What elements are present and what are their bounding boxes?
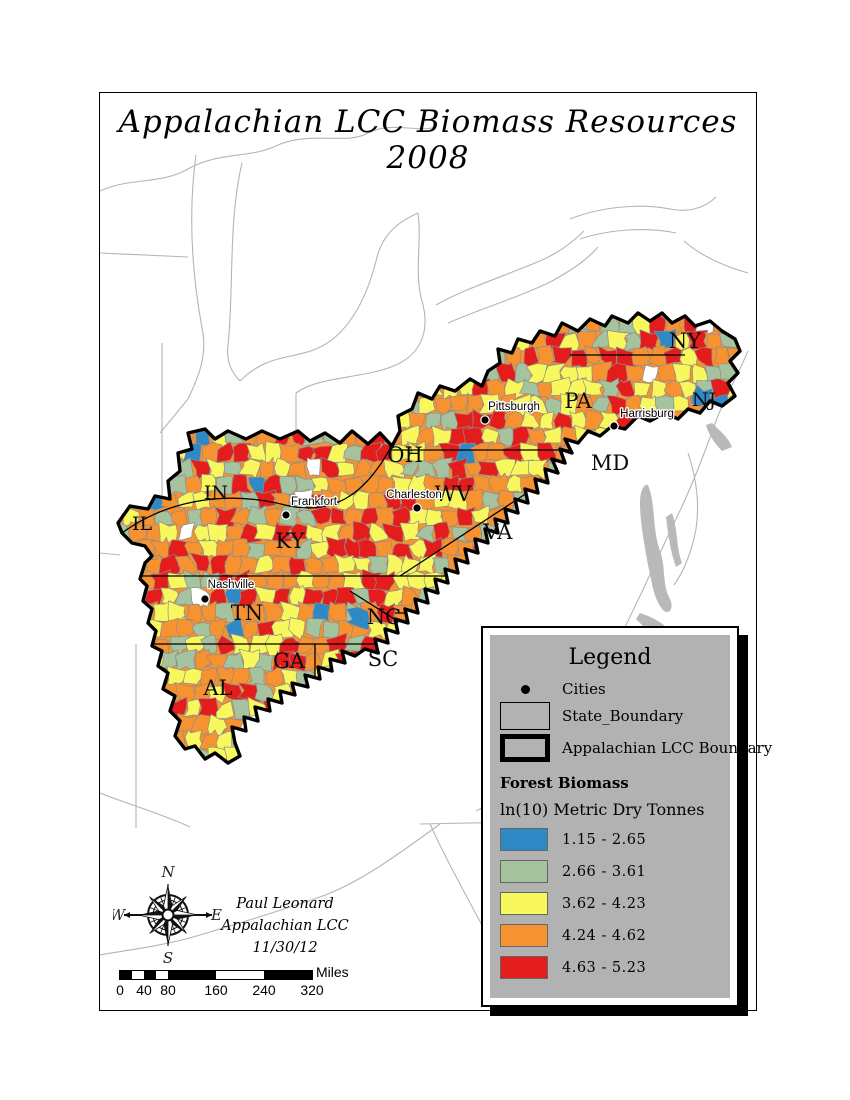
state-label-pa: PA <box>564 389 592 413</box>
class-range-label: 1.15 - 2.65 <box>562 831 647 848</box>
city-label-harrisburg: Harrisburg <box>620 408 674 420</box>
legend-row-lcc-boundary: Appalachian LCC Boundary <box>500 734 772 762</box>
attribution-block: Paul Leonard Appalachian LCC 11/30/12 <box>215 893 355 959</box>
compass-rose: N E S W <box>113 863 222 967</box>
legend-row-state-boundary: State_Boundary <box>500 702 720 730</box>
city-dot-harrisburg <box>609 421 619 431</box>
compass-south-label: S <box>163 949 173 967</box>
legend-lcc-boundary-label: Appalachian LCC Boundary <box>562 739 773 757</box>
scale-bar-ticks: 0 40 80 160 240 320 <box>116 980 324 998</box>
city-label-frankfort: Frankfort <box>291 496 338 508</box>
scale-tick: 240 <box>252 982 276 998</box>
compass-east-label: E <box>210 906 222 924</box>
state-boundary-swatch-icon <box>500 702 550 730</box>
city-label-pittsburgh: Pittsburgh <box>488 401 540 413</box>
scale-unit-label: Miles <box>316 964 349 980</box>
legend-class-row: 4.24 - 4.62 <box>500 924 720 947</box>
legend-row-cities: Cities <box>500 680 720 698</box>
legend-class-row: 3.62 - 4.23 <box>500 892 720 915</box>
class-range-label: 4.24 - 4.62 <box>562 927 647 944</box>
state-label-sc: SC <box>368 647 398 671</box>
class-swatch-green <box>500 860 548 883</box>
state-label-ga: GA <box>273 649 306 673</box>
attribution-date: 11/30/12 <box>252 940 318 956</box>
scale-tick: 80 <box>160 982 176 998</box>
state-label-oh: OH <box>387 443 423 467</box>
legend-cities-label: Cities <box>562 680 606 698</box>
city-label-charleston: Charleston <box>386 489 442 501</box>
class-swatch-red <box>500 956 548 979</box>
state-label-il: IL <box>132 513 153 535</box>
city-dot-frankfort <box>281 510 291 520</box>
scale-tick: 160 <box>204 982 228 998</box>
class-swatch-orange <box>500 924 548 947</box>
forest-biomass-heading: Forest Biomass <box>500 774 629 792</box>
attribution-org: Appalachian LCC <box>221 918 349 934</box>
legend-state-boundary-label: State_Boundary <box>562 707 684 725</box>
legend-title: Legend <box>568 645 652 670</box>
compass-north-label: N <box>160 863 175 881</box>
state-label-nc: NC <box>367 605 401 629</box>
city-dot-icon <box>500 684 550 694</box>
state-label-in: IN <box>204 482 228 504</box>
state-label-ky: KY <box>276 529 306 553</box>
scale-tick: 40 <box>136 982 152 998</box>
state-label-tn: TN <box>231 601 263 625</box>
legend-class-row: 1.15 - 2.65 <box>500 828 720 851</box>
class-swatch-yellow <box>500 892 548 915</box>
class-swatch-blue <box>500 828 548 851</box>
class-range-label: 4.63 - 5.23 <box>562 959 647 976</box>
map-title: Appalachian LCC Biomass Resources 2008 <box>118 104 738 176</box>
city-markers: Pittsburgh Harrisburg Charleston Frankfo… <box>200 400 675 604</box>
city-dot-nashville <box>200 594 210 604</box>
units-label: ln(10) Metric Dry Tonnes <box>500 800 705 819</box>
scale-tick: 320 <box>300 982 324 998</box>
map-frame: NY NJ PA OH MD WV VA KY IN IL TN NC SC G… <box>99 92 757 1011</box>
legend-class-row: 4.63 - 5.23 <box>500 956 720 979</box>
legend-class-row: 2.66 - 3.61 <box>500 860 720 883</box>
legend-panel: Legend Cities State_Boundary Appalachian… <box>490 635 772 998</box>
state-label-ny: NY <box>669 329 702 353</box>
map-canvas: NY NJ PA OH MD WV VA KY IN IL TN NC SC G… <box>100 126 749 1010</box>
state-label-nj: NJ <box>692 389 716 411</box>
city-dot-pittsburgh <box>480 415 490 425</box>
city-label-nashville: Nashville <box>208 579 255 591</box>
state-label-al: AL <box>202 676 232 700</box>
scale-tick: 0 <box>116 982 124 998</box>
class-range-label: 2.66 - 3.61 <box>562 863 647 880</box>
state-label-va: VA <box>483 520 514 544</box>
legend-box: Legend Cities State_Boundary Appalachian… <box>481 626 772 1007</box>
state-label-md: MD <box>591 451 629 475</box>
scale-bar-segments <box>119 970 313 980</box>
attribution-author: Paul Leonard <box>236 896 334 912</box>
class-range-label: 3.62 - 4.23 <box>562 895 647 912</box>
lcc-boundary-swatch-icon <box>500 734 550 762</box>
compass-west-label: W <box>113 906 127 924</box>
city-dot-charleston <box>412 503 422 513</box>
state-label-wv: WV <box>435 482 473 506</box>
scale-bar: Miles 0 40 80 160 240 320 <box>116 964 349 998</box>
